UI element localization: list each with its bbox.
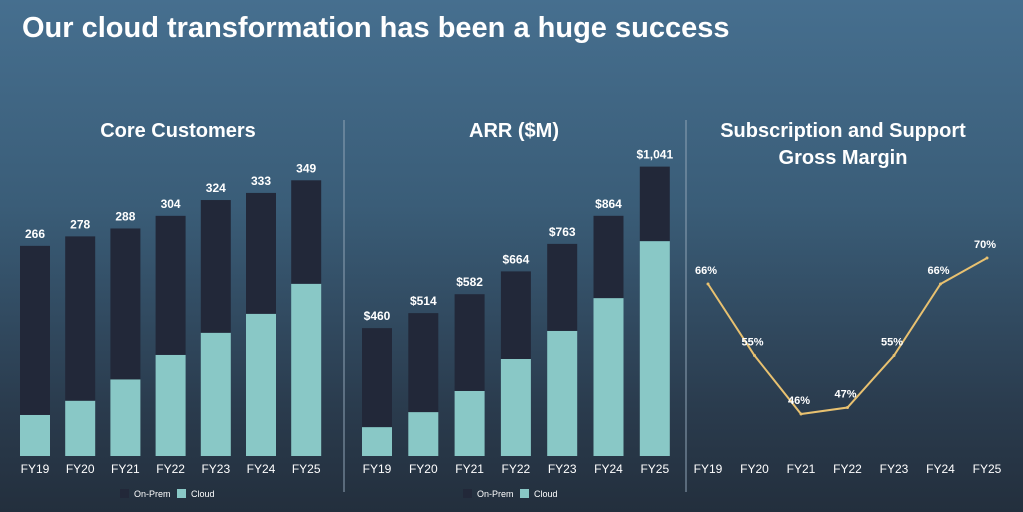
arr-bar-onprem-fy20 [408, 313, 439, 413]
customers-bar-onprem-fy20 [65, 236, 96, 401]
margin-point-fy20 [753, 354, 756, 357]
customers-x-tick-label: FY21 [111, 462, 140, 476]
arr-bar-cloud-fy20 [408, 412, 439, 456]
arr-x-tick-label: FY24 [594, 462, 623, 476]
customers-total-label: 266 [25, 227, 45, 241]
margin-x-tick-label: FY24 [926, 462, 955, 476]
arr-x-tick-label: FY19 [363, 462, 392, 476]
slide-title: Our cloud transformation has been a huge… [22, 12, 730, 44]
margin-point-fy19 [706, 282, 710, 286]
margin-data-label: 47% [834, 389, 856, 401]
customers-x-tick-label: FY19 [21, 462, 50, 476]
arr-total-label: $864 [595, 197, 622, 211]
margin-x-tick-label: FY22 [833, 462, 862, 476]
customers-legend-label-onprem: On-Prem [134, 489, 171, 499]
arr-bar-cloud-fy21 [454, 390, 485, 456]
customers-bar-onprem-fy19 [20, 245, 50, 415]
arr-bar-onprem-fy23 [547, 243, 578, 331]
arr-x-tick-label: FY22 [502, 462, 531, 476]
arr-legend-swatch-onprem [463, 489, 472, 498]
customers-bar-cloud-fy25 [291, 283, 322, 456]
arr-bar-onprem-fy21 [454, 294, 485, 391]
customers-bar-onprem-fy22 [155, 215, 186, 355]
margin-point-fy22 [846, 406, 849, 409]
customers-total-label: 288 [115, 209, 135, 223]
margin-x-tick-label: FY23 [880, 462, 909, 476]
margin-data-label: 66% [695, 265, 717, 277]
customers-total-label: 333 [251, 174, 271, 188]
customers-bar-onprem-fy24 [246, 192, 276, 314]
margin-x-tick-label: FY25 [973, 462, 1002, 476]
customers-total-label: 278 [70, 217, 90, 231]
margin-title-line2: Gross Margin [779, 147, 908, 169]
arr-x-tick-label: FY21 [455, 462, 484, 476]
arr-x-tick-label: FY20 [409, 462, 438, 476]
arr-total-label: $582 [456, 275, 483, 289]
customers-bar-cloud-fy22 [155, 354, 186, 456]
core-customers-title: Core Customers [100, 120, 256, 142]
margin-point-fy24 [939, 282, 942, 286]
margin-point-fy25 [985, 256, 989, 260]
customers-x-tick-label: FY23 [201, 462, 230, 476]
arr-legend-label-onprem: On-Prem [477, 489, 514, 499]
customers-total-label: 304 [161, 197, 181, 211]
arr-total-label: $460 [364, 309, 391, 323]
arr-bar-onprem-fy24 [593, 215, 624, 299]
arr-bar-cloud-fy22 [500, 358, 531, 456]
margin-data-label: 55% [741, 337, 763, 349]
customers-legend-swatch-cloud [177, 489, 186, 498]
arr-legend-swatch-cloud [520, 489, 529, 498]
customers-x-tick-label: FY22 [156, 462, 185, 476]
customers-bar-cloud-fy21 [110, 379, 141, 456]
arr-x-tick-label: FY25 [640, 462, 669, 476]
margin-title-line1: Subscription and Support [720, 120, 966, 142]
margin-x-tick-label: FY20 [740, 462, 769, 476]
arr-bar-cloud-fy25 [639, 241, 670, 456]
margin-point-fy23 [892, 354, 896, 357]
margin-point-fy21 [799, 412, 803, 416]
arr-bar-cloud-fy24 [593, 298, 624, 456]
margin-data-label: 46% [788, 395, 810, 407]
arr-bar-cloud-fy23 [547, 330, 578, 456]
margin-data-label: 66% [927, 265, 949, 277]
arr-total-label: $514 [410, 294, 437, 308]
arr-legend-label-cloud: Cloud [534, 489, 558, 499]
arr-total-label: $763 [549, 225, 576, 239]
customers-total-label: 349 [296, 161, 316, 175]
arr-x-tick-label: FY23 [548, 462, 577, 476]
arr-bar-cloud-fy19 [362, 427, 392, 456]
margin-data-label: 55% [881, 337, 903, 349]
customers-legend-label-cloud: Cloud [191, 489, 215, 499]
customers-bar-cloud-fy23 [200, 332, 231, 456]
arr-title: ARR ($M) [469, 120, 559, 142]
arr-total-label: $664 [503, 252, 530, 266]
customers-x-tick-label: FY25 [292, 462, 321, 476]
arr-total-label: $1,041 [636, 148, 673, 162]
margin-data-label: 70% [974, 239, 996, 251]
customers-bar-cloud-fy20 [65, 400, 96, 456]
arr-bar-onprem-fy19 [362, 328, 392, 428]
customers-legend-swatch-onprem [120, 489, 129, 498]
customers-bar-cloud-fy24 [246, 313, 276, 456]
arr-bar-onprem-fy25 [639, 166, 670, 242]
customers-bar-onprem-fy23 [200, 200, 231, 333]
customers-bar-cloud-fy19 [20, 414, 50, 456]
customers-x-tick-label: FY24 [247, 462, 276, 476]
customers-total-label: 324 [206, 181, 226, 195]
customers-x-tick-label: FY20 [66, 462, 95, 476]
customers-bar-onprem-fy21 [110, 228, 141, 380]
margin-x-tick-label: FY21 [787, 462, 816, 476]
customers-bar-onprem-fy25 [291, 180, 322, 284]
arr-bar-onprem-fy22 [500, 271, 531, 359]
margin-x-tick-label: FY19 [694, 462, 723, 476]
